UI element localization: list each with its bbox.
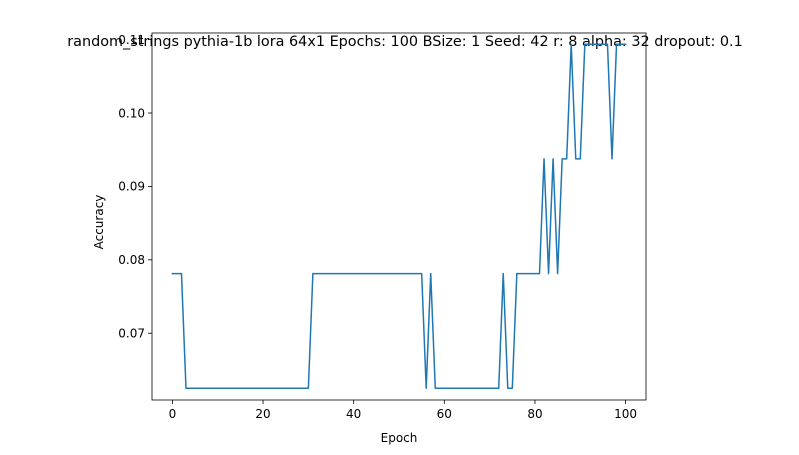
x-axis-label: Epoch	[381, 431, 418, 445]
axes-frame	[151, 32, 647, 401]
y-tick-label: 0.07	[118, 327, 145, 341]
y-tick-label: 0.08	[118, 253, 145, 267]
y-tick-label: 0.09	[118, 180, 145, 194]
x-tick-label: 20	[255, 407, 270, 421]
y-tick-label: 0.10	[118, 106, 145, 120]
x-tick-label: 80	[527, 407, 542, 421]
y-axis: 0.07 0.08 0.09 0.10 0.11	[118, 33, 152, 341]
y-axis-label: Accuracy	[92, 195, 106, 250]
x-tick-label: 60	[437, 407, 452, 421]
plot-area	[151, 32, 647, 401]
y-tick-label: 0.11	[118, 33, 145, 47]
chart-title: random_strings pythia-1b lora 64x1 Epoch…	[67, 34, 743, 50]
x-tick-label: 40	[346, 407, 361, 421]
x-axis: 0 20 40 60 80 100	[169, 400, 637, 421]
x-tick-label: 0	[169, 407, 177, 421]
x-tick-label: 100	[614, 407, 637, 421]
series-line-1	[171, 43, 627, 390]
